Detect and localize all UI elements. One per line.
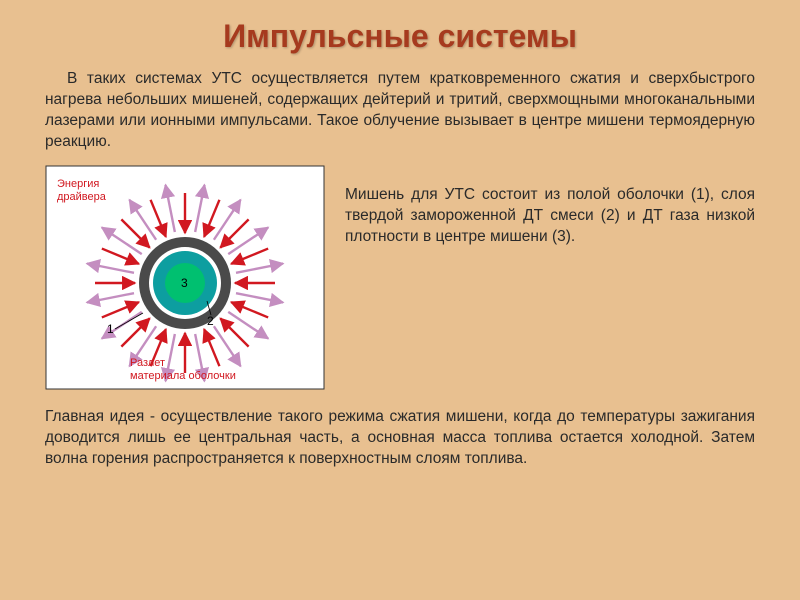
intro-paragraph: В таких системах УТС осуществляется путе… <box>45 69 755 153</box>
diagram-caption: Мишень для УТС состоит из полой оболочки… <box>345 165 755 248</box>
svg-text:драйвера: драйвера <box>57 191 107 203</box>
svg-text:Энергия: Энергия <box>57 178 99 190</box>
conclusion-paragraph: Главная идея - осуществление такого режи… <box>45 407 755 470</box>
svg-text:материала оболочки: материала оболочки <box>130 370 236 382</box>
content-row: 1 2 3 Энергиядрайвера Разлетматериала оболоч… <box>45 165 755 395</box>
svg-text:1: 1 <box>107 322 114 336</box>
slide: Импульсные системы В таких системах УТС … <box>0 0 800 600</box>
slide-title: Импульсные системы <box>45 18 755 55</box>
svg-text:2: 2 <box>207 314 214 328</box>
svg-text:Разлет: Разлет <box>130 357 165 369</box>
target-diagram: 1 2 3 Энергиядрайвера Разлетматериала оболоч… <box>45 165 325 395</box>
svg-text:3: 3 <box>181 276 188 290</box>
diagram-svg: 1 2 3 Энергиядрайвера Разлетматериала оболоч… <box>45 165 325 390</box>
